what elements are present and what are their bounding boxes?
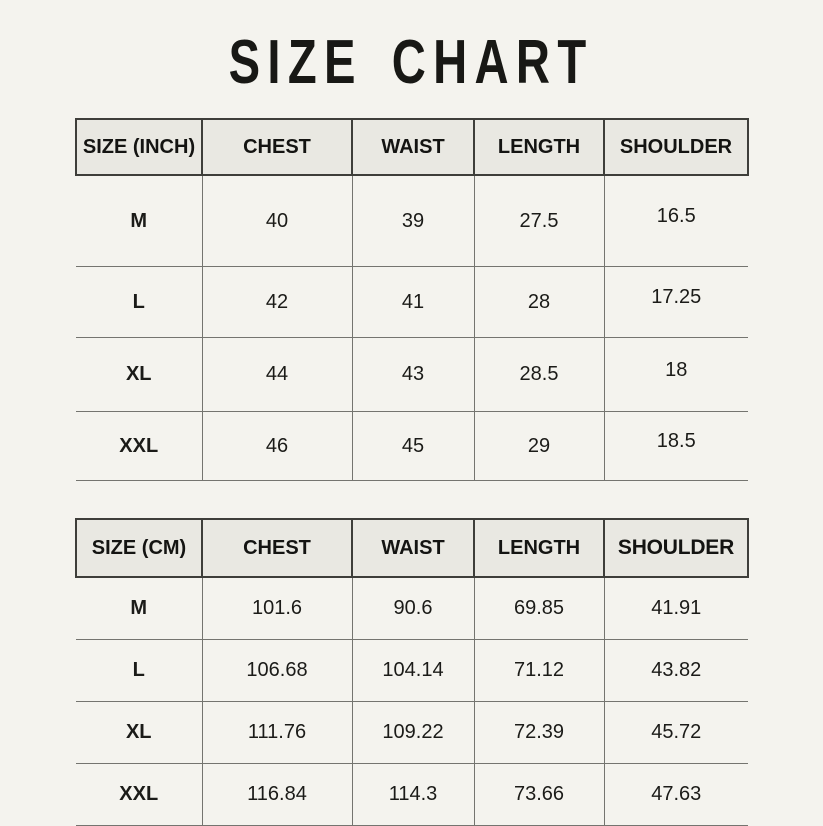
column-header-length: LENGTH bbox=[473, 518, 605, 578]
value-cell: 41.91 bbox=[603, 576, 748, 640]
value-cell: 114.3 bbox=[351, 763, 475, 826]
size-table-inch: SIZE (INCH) CHEST WAIST LENGTH SHOULDER … bbox=[75, 118, 749, 481]
value-cell: 29 bbox=[473, 411, 605, 481]
column-header-chest: CHEST bbox=[201, 518, 353, 578]
value-cell: 18 bbox=[603, 337, 748, 412]
value-cell: 71.12 bbox=[473, 639, 605, 702]
value-cell: 72.39 bbox=[473, 701, 605, 764]
size-label: XXL bbox=[76, 411, 203, 481]
size-label: L bbox=[76, 639, 203, 702]
cm-table-header: SIZE (CM) CHEST WAIST LENGTH SHOULDER bbox=[75, 518, 749, 578]
value-cell: 109.22 bbox=[351, 701, 475, 764]
value-cell: 43 bbox=[351, 337, 475, 412]
value-cell: 40 bbox=[201, 174, 353, 267]
value-cell: 45.72 bbox=[603, 701, 748, 764]
value-cell: 18.5 bbox=[603, 411, 748, 481]
value-cell: 116.84 bbox=[201, 763, 353, 826]
value-cell: 28 bbox=[473, 266, 605, 338]
table-row-m: M 101.6 90.6 69.85 41.91 bbox=[76, 576, 748, 640]
column-header-length: LENGTH bbox=[473, 118, 605, 176]
value-cell: 43.82 bbox=[603, 639, 748, 702]
value-cell: 44 bbox=[201, 337, 353, 412]
value-cell: 41 bbox=[351, 266, 475, 338]
column-header-size-inch: SIZE (INCH) bbox=[75, 118, 203, 176]
value-cell: 69.85 bbox=[473, 576, 605, 640]
table-row-l: L 106.68 104.14 71.12 43.82 bbox=[76, 639, 748, 702]
header-row: SIZE (INCH) CHEST WAIST LENGTH SHOULDER bbox=[75, 118, 749, 176]
size-label: L bbox=[76, 266, 203, 338]
value-cell: 73.66 bbox=[473, 763, 605, 826]
header-row: SIZE (CM) CHEST WAIST LENGTH SHOULDER bbox=[75, 518, 749, 578]
table-row-xl: XL 44 43 28.5 18 bbox=[76, 337, 748, 412]
value-cell: 17.25 bbox=[603, 266, 748, 338]
size-label: XL bbox=[76, 701, 203, 764]
size-label: XXL bbox=[76, 763, 203, 826]
page-title: SIZE CHART bbox=[229, 27, 594, 98]
value-cell: 45 bbox=[351, 411, 475, 481]
value-cell: 111.76 bbox=[201, 701, 353, 764]
value-cell: 27.5 bbox=[473, 174, 605, 267]
column-header-waist: WAIST bbox=[351, 518, 475, 578]
value-cell: 101.6 bbox=[201, 576, 353, 640]
table-row-xl: XL 111.76 109.22 72.39 45.72 bbox=[76, 701, 748, 764]
value-cell: 42 bbox=[201, 266, 353, 338]
value-cell: 46 bbox=[201, 411, 353, 481]
table-row-m: M 40 39 27.5 16.5 bbox=[76, 174, 748, 267]
column-header-chest: CHEST bbox=[201, 118, 353, 176]
table-row-xxl: XXL 116.84 114.3 73.66 47.63 bbox=[76, 763, 748, 826]
column-header-shoulder: SHOULDER bbox=[603, 518, 749, 578]
value-cell: 28.5 bbox=[473, 337, 605, 412]
column-header-waist: WAIST bbox=[351, 118, 475, 176]
value-cell: 39 bbox=[351, 174, 475, 267]
size-label: M bbox=[76, 174, 203, 267]
value-cell: 16.5 bbox=[603, 174, 748, 267]
size-label: XL bbox=[76, 337, 203, 412]
column-header-shoulder: SHOULDER bbox=[603, 118, 749, 176]
size-label: M bbox=[76, 576, 203, 640]
value-cell: 47.63 bbox=[603, 763, 748, 826]
column-header-size-cm: SIZE (CM) bbox=[75, 518, 203, 578]
size-table-cm: SIZE (CM) CHEST WAIST LENGTH SHOULDER M … bbox=[75, 518, 749, 826]
title-bar: SIZE CHART bbox=[0, 0, 823, 98]
value-cell: 90.6 bbox=[351, 576, 475, 640]
inch-table-header: SIZE (INCH) CHEST WAIST LENGTH SHOULDER bbox=[75, 118, 749, 176]
table-row-l: L 42 41 28 17.25 bbox=[76, 266, 748, 338]
value-cell: 106.68 bbox=[201, 639, 353, 702]
table-row-xxl: XXL 46 45 29 18.5 bbox=[76, 411, 748, 481]
value-cell: 104.14 bbox=[351, 639, 475, 702]
